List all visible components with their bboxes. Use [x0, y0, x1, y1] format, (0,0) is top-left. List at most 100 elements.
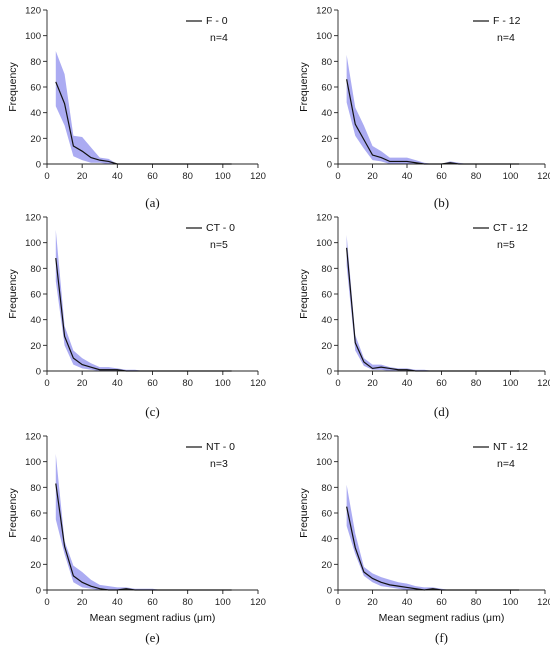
x-tick-label: 60 — [436, 171, 447, 182]
x-tick-label: 60 — [147, 597, 158, 608]
x-tick-label: 120 — [537, 597, 550, 608]
x-tick-label: 100 — [503, 597, 519, 608]
x-tick-label: 40 — [112, 378, 123, 389]
x-tick-label: 100 — [503, 378, 519, 389]
series-line — [55, 81, 232, 165]
chart-panel-4: 0 20 40 60 80 100 120 0 20 40 60 80 100 120 CT - 12 n=5… — [298, 213, 550, 420]
y-tick-label: 20 — [30, 134, 41, 145]
x-axis-label: Mean segment radius (μm) — [379, 612, 505, 624]
sample-size-label: n=5 — [497, 239, 515, 251]
x-tick-label: 80 — [471, 171, 482, 182]
y-axis-label: Frequency — [298, 268, 310, 318]
x-tick-label: 0 — [44, 597, 49, 608]
legend-series-label: CT - 12 — [493, 222, 528, 234]
y-axis-label: Frequency — [298, 61, 310, 111]
y-tick-label: 120 — [316, 6, 332, 17]
y-tick-label: 20 — [321, 560, 332, 571]
y-tick-label: 40 — [321, 315, 332, 326]
x-tick-label: 80 — [471, 378, 482, 389]
x-tick-label: 120 — [250, 597, 266, 608]
y-tick-label: 120 — [25, 213, 41, 224]
x-tick-label: 60 — [436, 378, 447, 389]
y-tick-label: 40 — [321, 534, 332, 545]
x-axis-label: Mean segment radius (μm) — [90, 612, 216, 624]
y-tick-label: 60 — [30, 509, 41, 520]
sample-size-label: n=5 — [210, 239, 228, 251]
x-tick-label: 40 — [112, 171, 123, 182]
range-band — [55, 229, 232, 371]
panel-caption: (d) — [434, 404, 449, 419]
sample-size-label: n=4 — [497, 458, 515, 470]
x-tick-label: 80 — [471, 597, 482, 608]
x-tick-label: 20 — [367, 597, 378, 608]
legend-series-label: NT - 12 — [493, 441, 528, 453]
y-tick-label: 0 — [327, 367, 332, 378]
y-tick-label: 100 — [316, 457, 332, 468]
y-axis-label: Frequency — [7, 268, 19, 318]
y-tick-label: 80 — [30, 57, 41, 68]
x-tick-label: 0 — [44, 171, 49, 182]
y-tick-label: 20 — [30, 560, 41, 571]
chart-panel-6: 0 20 40 60 80 100 120 0 20 40 60 80 100 120 NT - 12 n=4… — [298, 432, 550, 646]
x-tick-label: 120 — [250, 378, 266, 389]
x-tick-label: 20 — [77, 597, 88, 608]
y-tick-label: 100 — [25, 457, 41, 468]
chart-panel-3: 0 20 40 60 80 100 120 0 20 40 60 80 100 120 CT - 0 n=5 F… — [7, 213, 266, 420]
x-tick-label: 100 — [215, 597, 231, 608]
x-tick-label: 100 — [215, 171, 231, 182]
range-band — [346, 54, 520, 164]
x-tick-label: 40 — [402, 597, 413, 608]
y-tick-label: 80 — [321, 483, 332, 494]
y-tick-label: 120 — [25, 432, 41, 443]
y-tick-label: 80 — [30, 264, 41, 275]
legend-series-label: NT - 0 — [206, 441, 235, 453]
range-band — [346, 234, 520, 371]
panel-caption: (c) — [145, 404, 159, 419]
x-tick-label: 40 — [112, 597, 123, 608]
sample-size-label: n=3 — [210, 458, 228, 470]
x-tick-label: 20 — [77, 378, 88, 389]
x-tick-label: 20 — [367, 378, 378, 389]
x-tick-label: 120 — [537, 378, 550, 389]
range-band — [55, 453, 232, 590]
y-tick-label: 0 — [36, 367, 41, 378]
x-tick-label: 20 — [77, 171, 88, 182]
y-tick-label: 20 — [321, 134, 332, 145]
range-band — [346, 484, 520, 590]
x-tick-label: 20 — [367, 171, 378, 182]
x-tick-label: 80 — [182, 597, 193, 608]
chart-panel-5: 0 20 40 60 80 100 120 0 20 40 60 80 100 120 NT - 0 n=3 F… — [7, 432, 266, 646]
legend-series-label: CT - 0 — [206, 222, 235, 234]
y-tick-label: 20 — [321, 341, 332, 352]
y-tick-label: 0 — [327, 586, 332, 597]
panel-caption: (e) — [145, 630, 159, 645]
series-line — [55, 483, 232, 591]
y-tick-label: 0 — [327, 160, 332, 171]
y-tick-label: 0 — [36, 160, 41, 171]
y-tick-label: 40 — [321, 108, 332, 119]
y-axis-label: Frequency — [7, 487, 19, 537]
y-tick-label: 120 — [316, 213, 332, 224]
x-tick-label: 100 — [215, 378, 231, 389]
legend-series-label: F - 12 — [493, 15, 521, 27]
y-axis-label: Frequency — [7, 61, 19, 111]
series-line — [346, 247, 520, 372]
x-tick-label: 40 — [402, 378, 413, 389]
y-tick-label: 120 — [316, 432, 332, 443]
x-tick-label: 0 — [335, 597, 340, 608]
y-tick-label: 80 — [30, 483, 41, 494]
x-tick-label: 0 — [335, 378, 340, 389]
x-tick-label: 80 — [182, 378, 193, 389]
y-tick-label: 100 — [25, 31, 41, 42]
x-tick-label: 80 — [182, 171, 193, 182]
series-line — [346, 506, 520, 591]
y-tick-label: 40 — [30, 534, 41, 545]
x-tick-label: 0 — [335, 171, 340, 182]
y-tick-label: 60 — [30, 290, 41, 301]
sample-size-label: n=4 — [210, 32, 228, 44]
panel-caption: (f) — [435, 630, 448, 645]
x-tick-label: 120 — [250, 171, 266, 182]
y-tick-label: 60 — [30, 83, 41, 94]
x-tick-label: 60 — [147, 378, 158, 389]
